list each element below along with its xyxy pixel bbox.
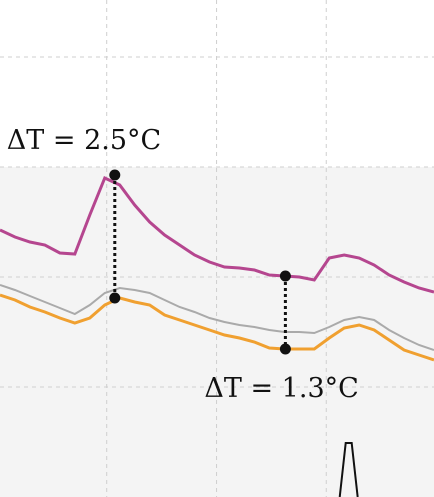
delta-point <box>279 270 291 282</box>
series-line <box>0 284 434 351</box>
delta-point <box>279 343 291 355</box>
series-line <box>0 293 434 362</box>
annotation: ΔT = 2.5°C <box>7 125 161 156</box>
delta-point <box>109 169 121 181</box>
annotation: ΔT = 1.3°C <box>204 373 358 404</box>
series-line <box>0 175 434 294</box>
series-line <box>338 442 359 497</box>
delta-point <box>109 292 121 304</box>
